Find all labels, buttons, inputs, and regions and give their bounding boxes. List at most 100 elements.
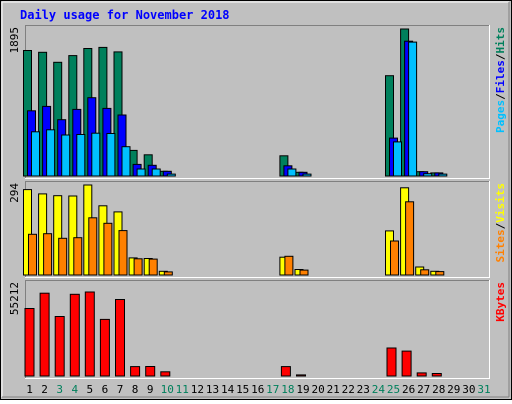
bar-pages-day-18 (287, 168, 297, 177)
x-tick-label-day-24: 24 (372, 383, 386, 396)
legend-entry: / (494, 222, 507, 229)
legend-entry: Files (494, 60, 507, 93)
x-tick-label-day-28: 28 (432, 383, 445, 396)
bar-pages-day-2 (46, 129, 56, 177)
bar-pages-day-6 (106, 133, 116, 177)
legend-entry: Pages (494, 100, 507, 133)
x-tick-label-day-13: 13 (206, 383, 219, 396)
bar-kbytes-day-4 (69, 293, 80, 377)
legend-entry: Visits (494, 183, 507, 223)
x-tick-label-day-15: 15 (236, 383, 249, 396)
bar-kbytes-day-6 (99, 318, 110, 377)
x-tick-label-day-23: 23 (357, 383, 370, 396)
panel-kbytes: 55212 KBytes (8, 280, 507, 379)
x-tick-label-day-3: 3 (56, 383, 63, 396)
x-tick-label-day-12: 12 (191, 383, 204, 396)
bar-pages-day-1 (31, 131, 40, 177)
x-tick-label-day-10: 10 (161, 383, 174, 396)
bar-kbytes-day-27 (416, 372, 427, 377)
legend-entry: / (494, 53, 507, 60)
bar-visits-day-3 (53, 195, 63, 276)
legend-entry: / (494, 93, 507, 100)
bar-kbytes-day-26 (401, 350, 412, 377)
x-tick-label-day-11: 11 (176, 383, 189, 396)
legend-entry: KBytes (494, 282, 507, 322)
bar-sites-day-2 (43, 233, 53, 276)
bar-sites-day-18 (284, 255, 294, 276)
x-tick-label-day-29: 29 (447, 383, 460, 396)
bar-visits-day-4 (68, 195, 78, 276)
x-tick-label-day-26: 26 (402, 383, 415, 396)
bar-pages-day-19 (302, 173, 312, 177)
bar-visits-day-1 (23, 189, 32, 276)
bar-kbytes-day-19 (296, 374, 306, 377)
x-tick-label-day-6: 6 (102, 383, 109, 396)
bar-kbytes-day-2 (39, 292, 50, 377)
x-tick-label-day-20: 20 (311, 383, 324, 396)
x-tick-label-day-31: 31 (477, 383, 490, 396)
bar-sites-day-9 (148, 258, 158, 276)
panels-layer: 1895Pages/Files/Hits294Sites/Visits55212… (8, 25, 507, 379)
bar-kbytes-day-18 (280, 366, 291, 377)
panel-legend: Pages/Files/Hits (494, 27, 507, 133)
x-tick-label-day-17: 17 (266, 383, 279, 396)
x-tick-label-day-21: 21 (327, 383, 340, 396)
legend-entry: Sites (494, 229, 507, 262)
bar-kbytes-day-10 (160, 371, 171, 377)
panel-visits-sites: 294 Sites/Visits (8, 181, 507, 278)
bar-kbytes-day-3 (54, 316, 65, 377)
x-tick-label-day-4: 4 (71, 383, 78, 396)
y-max-label: 294 (8, 183, 21, 203)
x-tick-label-day-14: 14 (221, 383, 235, 396)
bar-pages-day-25 (393, 141, 402, 177)
bar-kbytes-day-7 (115, 299, 125, 377)
x-tick-label-day-22: 22 (342, 383, 355, 396)
x-tick-label-day-18: 18 (281, 383, 294, 396)
bar-pages-day-5 (91, 132, 101, 177)
bar-kbytes-day-28 (431, 373, 442, 377)
bar-pages-day-7 (121, 146, 131, 177)
x-tick-label-day-8: 8 (132, 383, 139, 396)
bar-sites-day-4 (73, 237, 83, 276)
bar-sites-day-5 (88, 217, 98, 276)
y-max-label: 55212 (8, 282, 21, 315)
bar-kbytes-day-5 (84, 291, 95, 377)
x-axis-labels: 1 2 3 4 5 6 7 8 9 10 11 12 13 14 15 16 17 18 19 20 21 22 23 24 2… (26, 383, 490, 396)
bar-pages-day-26 (408, 41, 418, 177)
x-tick-label-day-1: 1 (26, 383, 33, 396)
bar-sites-day-8 (133, 258, 143, 276)
bar-sites-day-7 (118, 230, 128, 276)
chart-title: Daily usage for November 2018 (20, 8, 230, 22)
bar-sites-day-28 (435, 271, 445, 276)
bar-pages-day-10 (166, 173, 176, 177)
x-tick-label-day-5: 5 (86, 383, 93, 396)
bar-kbytes-day-8 (130, 366, 141, 377)
bar-sites-day-6 (103, 222, 113, 276)
x-tick-label-day-30: 30 (462, 383, 475, 396)
x-tick-label-day-9: 9 (147, 383, 154, 396)
bar-kbytes-day-9 (145, 366, 156, 377)
legend-entry: Hits (494, 27, 507, 54)
x-tick-label-day-7: 7 (117, 383, 124, 396)
bar-kbytes-day-1 (24, 308, 35, 377)
panel-legend: Sites/Visits (494, 183, 507, 263)
bar-sites-day-27 (420, 269, 430, 276)
bar-pages-day-28 (438, 173, 448, 177)
bar-sites-day-25 (390, 240, 399, 276)
bar-sites-day-26 (405, 201, 415, 276)
x-tick-label-day-2: 2 (41, 383, 48, 396)
x-tick-label-day-25: 25 (387, 383, 400, 396)
panel-legend: KBytes (494, 282, 507, 322)
bar-pages-day-27 (423, 173, 433, 177)
x-tick-label-day-27: 27 (417, 383, 430, 396)
bar-pages-day-9 (151, 168, 161, 177)
bar-sites-day-3 (58, 237, 68, 276)
x-tick-label-day-16: 16 (251, 383, 264, 396)
bar-sites-day-19 (299, 269, 309, 276)
bar-pages-day-8 (136, 168, 146, 177)
bar-kbytes-day-25 (386, 347, 397, 377)
y-max-label: 1895 (8, 27, 21, 54)
